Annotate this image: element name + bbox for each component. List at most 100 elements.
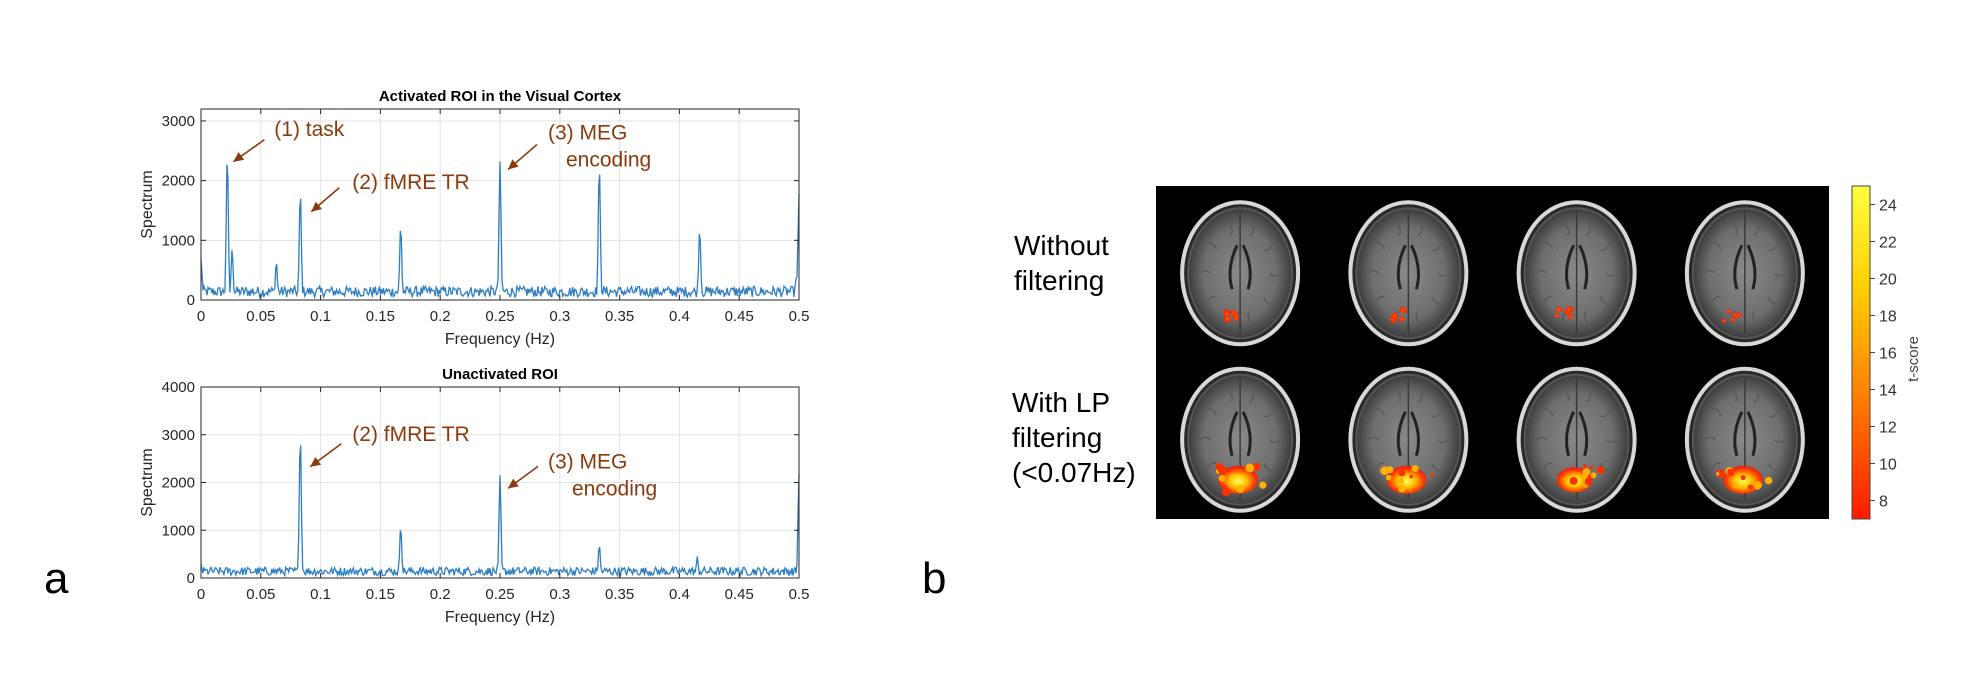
activation-spot <box>1589 465 1594 470</box>
annotation-label: encoding <box>572 477 657 500</box>
x-tick-label: 0.5 <box>789 308 810 325</box>
y-tick-label: 4000 <box>162 379 195 396</box>
activation-spot <box>1223 311 1230 318</box>
x-tick-label: 0.45 <box>725 586 754 603</box>
gyrus <box>1374 407 1385 417</box>
gyrus <box>1702 436 1716 441</box>
activation-spot <box>1568 314 1574 320</box>
activation-spot <box>1380 466 1389 476</box>
annotation-arrow-head <box>311 201 322 212</box>
gyrus <box>1226 387 1233 403</box>
y-tick-label: 3000 <box>162 113 195 130</box>
gyrus <box>1432 407 1444 418</box>
annotation-arrow-head <box>310 457 322 467</box>
colorbar-tick-label: 16 <box>1879 346 1897 363</box>
activation-spot <box>1582 468 1591 476</box>
gyrus <box>1205 407 1217 417</box>
ventricle <box>1565 411 1575 457</box>
brain-slice <box>1180 200 1301 347</box>
annotation-label: (3) MEG <box>548 450 627 473</box>
activation-spot <box>1259 481 1267 489</box>
activation-spot <box>1223 315 1231 323</box>
activation-spot <box>1398 485 1406 493</box>
gyrus <box>1768 241 1780 251</box>
gyrus <box>1534 436 1548 441</box>
x-tick-label: 0.25 <box>485 586 514 603</box>
gyrus <box>1366 436 1380 441</box>
activation-spot <box>1218 474 1226 482</box>
activation-spot <box>1727 468 1735 477</box>
gyrus <box>1394 387 1402 403</box>
ventricle <box>1410 411 1420 457</box>
x-tick-label: 0 <box>197 586 205 603</box>
activation-blob <box>1386 465 1427 494</box>
annotation-label: (2) fMRE TR <box>352 423 469 446</box>
gyrus <box>1373 462 1385 472</box>
row-label-line: filtering <box>1012 422 1103 453</box>
gyrus <box>1366 269 1380 274</box>
ventricle <box>1565 244 1575 290</box>
y-axis-label: Spectrum <box>139 170 156 238</box>
activation-spot <box>1565 306 1572 313</box>
gyrus <box>1264 241 1275 251</box>
gyrus <box>1585 221 1591 236</box>
activation-spot <box>1245 463 1255 473</box>
x-tick-label: 0.05 <box>246 308 275 325</box>
gyrus <box>1205 462 1217 472</box>
ventricle <box>1746 244 1757 290</box>
gyrus <box>1753 388 1760 403</box>
gyrus <box>1269 439 1283 444</box>
gyrus <box>1437 272 1451 277</box>
y-tick-label: 1000 <box>162 232 195 249</box>
gyrus <box>1731 221 1738 236</box>
activation-spot <box>1726 309 1731 314</box>
activation-spot <box>1722 318 1727 323</box>
x-tick-label: 0.2 <box>430 586 451 603</box>
gyrus <box>1563 221 1570 236</box>
colorbar-tick-label: 14 <box>1879 383 1897 400</box>
ventricle <box>1733 411 1744 457</box>
activation-spot <box>1596 466 1605 475</box>
activation-spot <box>1715 472 1720 476</box>
colorbar-tick-label: 8 <box>1879 494 1888 511</box>
gyrus <box>1753 221 1760 236</box>
gyrus <box>1431 296 1443 306</box>
gyrus <box>1249 221 1255 236</box>
activation-spot <box>1398 469 1406 477</box>
row-label-with-lp-filtering: With LP filtering (<0.07Hz) <box>1012 385 1136 490</box>
gyrus <box>1417 221 1423 236</box>
gyrus <box>1264 407 1275 418</box>
gyrus <box>1710 462 1721 472</box>
x-axis-label: Frequency (Hz) <box>445 609 555 626</box>
gyrus <box>1432 241 1444 251</box>
gyrus <box>1205 240 1217 250</box>
gyrus <box>1600 296 1611 306</box>
colorbar-tick-label: 18 <box>1879 309 1897 326</box>
gyrus <box>1226 221 1233 236</box>
x-tick-label: 0 <box>197 308 205 325</box>
gyrus <box>1563 387 1570 403</box>
y-tick-label: 1000 <box>162 522 195 539</box>
activation-spot <box>1764 476 1773 485</box>
ventricle <box>1241 411 1252 457</box>
ventricle <box>1228 411 1239 457</box>
ventricle <box>1746 411 1757 457</box>
row-label-without-filtering: Without filtering <box>1014 228 1109 298</box>
x-tick-label: 0.1 <box>310 586 331 603</box>
ventricle <box>1578 411 1589 457</box>
gyrus <box>1605 439 1620 444</box>
gyrus <box>1542 407 1554 417</box>
gyrus <box>1394 221 1402 236</box>
x-tick-label: 0.1 <box>310 308 331 325</box>
activation-spot <box>1584 478 1592 486</box>
annotation-label: (2) fMRE TR <box>352 171 469 194</box>
gyrus <box>1541 462 1553 472</box>
y-tick-label: 2000 <box>162 173 195 190</box>
x-tick-label: 0.15 <box>366 586 395 603</box>
activation-spot <box>1429 473 1434 477</box>
gyrus <box>1585 388 1591 403</box>
gyrus <box>1437 439 1451 444</box>
gyrus <box>1247 310 1254 326</box>
brain-slice <box>1348 200 1469 347</box>
